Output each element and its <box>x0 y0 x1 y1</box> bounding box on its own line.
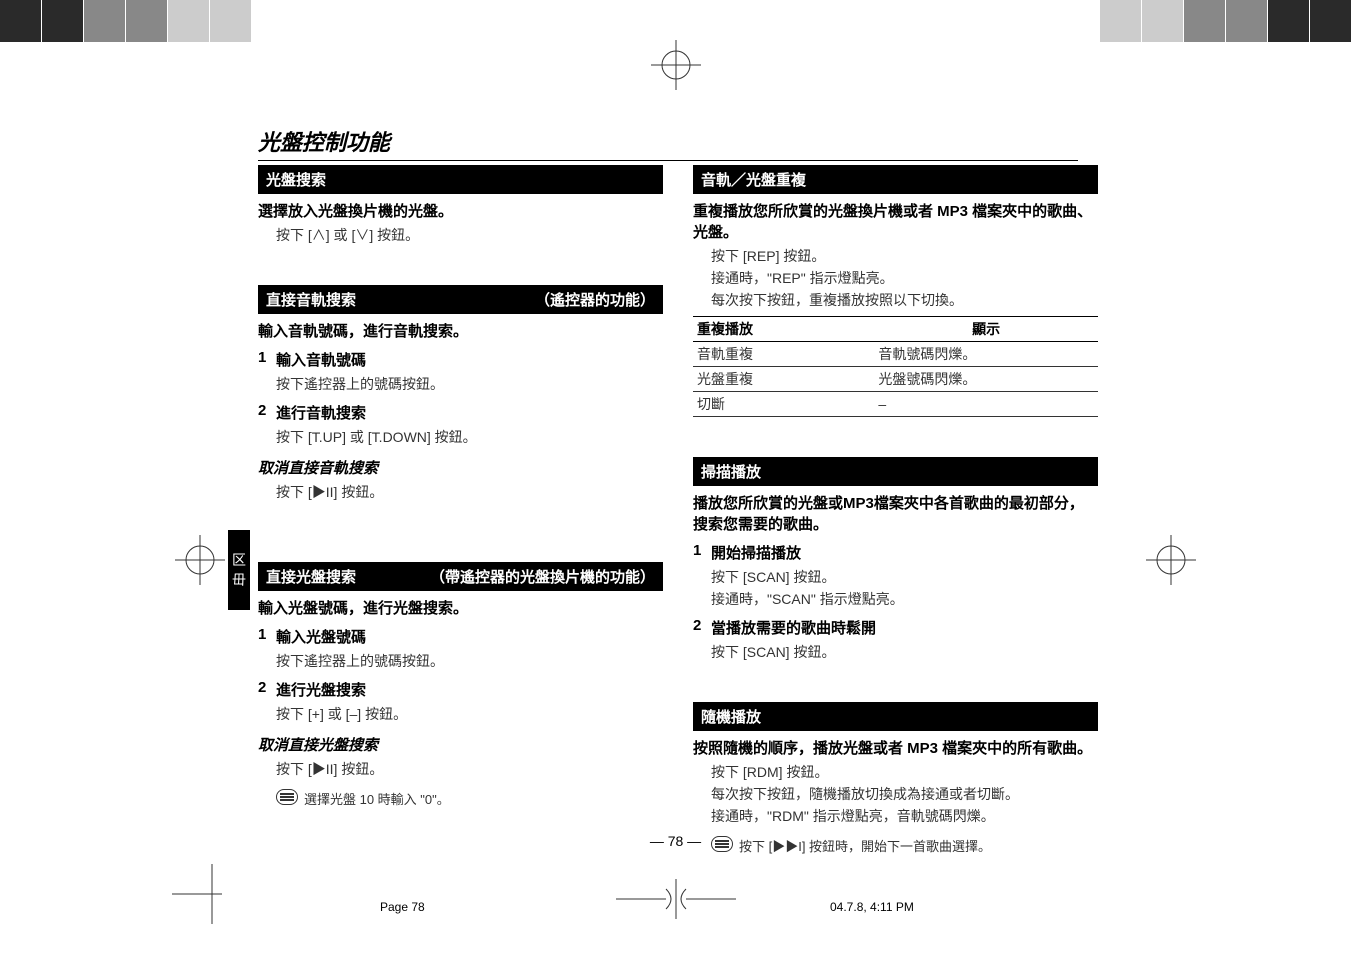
spine-mark <box>616 879 736 919</box>
section-header-label: 直接音軌搜索 <box>266 289 356 310</box>
step-title: 進行音軌搜索 <box>276 402 366 423</box>
side-tab-char1: 区 <box>232 550 246 570</box>
table-row: 音軌重複 音軌號碼閃爍。 <box>693 342 1098 367</box>
footer-timestamp: 04.7.8, 4:11 PM <box>830 900 914 914</box>
step-body: 按下遙控器上的號碼按鈕。 <box>276 651 663 671</box>
table-header: 顯示 <box>798 317 1098 342</box>
table-cell: 音軌號碼閃爍。 <box>798 342 1098 367</box>
step-title: 開始掃描播放 <box>711 542 801 563</box>
section-header-right: （帶遙控器的光盤換片機的功能） <box>430 566 655 587</box>
step-number: 2 <box>693 617 711 638</box>
repeat-table: 重複播放 顯示 音軌重複 音軌號碼閃爍。 光盤重複 光盤號碼閃爍。 切斷 – <box>693 316 1098 417</box>
step-title: 輸入光盤號碼 <box>276 626 366 647</box>
step-title: 當播放需要的歌曲時鬆開 <box>711 617 876 638</box>
left-column: 光盤搜索 選擇放入光盤換片機的光盤。 按下 [∧] 或 [∨] 按鈕。 直接音軌… <box>258 165 663 855</box>
instruction-body: 接通時，"RDM" 指示燈點亮，音軌號碼閃爍。 <box>711 806 1098 826</box>
instruction-body: 接通時，"REP" 指示燈點亮。 <box>711 268 1098 288</box>
section-direct-track: 直接音軌搜索 （遙控器的功能） <box>258 285 663 314</box>
side-tab: 区 毌 <box>228 530 250 610</box>
cancel-body: 按下 [▶II] 按鈕。 <box>276 482 663 502</box>
section-header-right: （遙控器的功能） <box>535 289 655 310</box>
cancel-body: 按下 [▶II] 按鈕。 <box>276 759 663 779</box>
step-number: 2 <box>258 679 276 700</box>
instruction-bold: 選擇放入光盤換片機的光盤。 <box>258 200 663 221</box>
instruction-bold: 按照隨機的順序，播放光盤或者 MP3 檔案夾中的所有歌曲。 <box>693 737 1098 758</box>
section-scan: 掃描播放 <box>693 457 1098 486</box>
instruction-body: 按下 [RDM] 按鈕。 <box>711 762 1098 782</box>
crop-mark <box>172 864 252 924</box>
section-header-label: 光盤搜索 <box>266 169 326 190</box>
note-text: 選擇光盤 10 時輸入 "0"。 <box>304 789 450 808</box>
instruction-bold: 播放您所欣賞的光盤或MP3檔案夾中各首歌曲的最初部分，搜索您需要的歌曲。 <box>693 492 1098 534</box>
step-body: 按下 [SCAN] 按鈕。 <box>711 567 1098 587</box>
table-row: 光盤重複 光盤號碼閃爍。 <box>693 367 1098 392</box>
note-text: 按下 [▶▶I] 按鈕時，開始下一首歌曲選擇。 <box>739 836 991 855</box>
footer-page: Page 78 <box>380 900 425 914</box>
cancel-title: 取消直接光盤搜索 <box>258 734 663 755</box>
side-tab-char2: 毌 <box>232 570 246 590</box>
section-header-label: 直接光盤搜索 <box>266 566 356 587</box>
step-number: 1 <box>258 349 276 370</box>
table-cell: 音軌重複 <box>693 342 798 367</box>
step-number: 1 <box>693 542 711 563</box>
right-registration-mark <box>1141 530 1201 595</box>
table-cell: 光盤重複 <box>693 367 798 392</box>
top-registration-mark <box>646 35 706 95</box>
note-icon <box>276 789 298 805</box>
step-title: 輸入音軌號碼 <box>276 349 366 370</box>
table-row: 切斷 – <box>693 392 1098 417</box>
step-title: 進行光盤搜索 <box>276 679 366 700</box>
instruction-body: 按下 [REP] 按鈕。 <box>711 246 1098 266</box>
page-title: 光盤控制功能 <box>258 125 1078 161</box>
instruction-body: 按下 [∧] 或 [∨] 按鈕。 <box>276 225 663 245</box>
cancel-title: 取消直接音軌搜索 <box>258 457 663 478</box>
step-body: 按下 [T.UP] 或 [T.DOWN] 按鈕。 <box>276 427 663 447</box>
section-repeat: 音軌／光盤重複 <box>693 165 1098 194</box>
section-header-label: 隨機播放 <box>701 706 761 727</box>
instruction-body: 每次按下按鈕，隨機播放切換成為接通或者切斷。 <box>711 784 1098 804</box>
table-cell: 光盤號碼閃爍。 <box>798 367 1098 392</box>
step-body: 接通時，"SCAN" 指示燈點亮。 <box>711 589 1098 609</box>
section-header-label: 掃描播放 <box>701 461 761 482</box>
instruction-body: 每次按下按鈕，重複播放按照以下切換。 <box>711 290 1098 310</box>
table-cell: – <box>798 392 1098 417</box>
step-body: 按下遙控器上的號碼按鈕。 <box>276 374 663 394</box>
section-direct-disc: 直接光盤搜索 （帶遙控器的光盤換片機的功能） <box>258 562 663 591</box>
step-number: 1 <box>258 626 276 647</box>
step-number: 2 <box>258 402 276 423</box>
table-cell: 切斷 <box>693 392 798 417</box>
step-body: 按下 [SCAN] 按鈕。 <box>711 642 1098 662</box>
table-header: 重複播放 <box>693 317 798 342</box>
note-icon <box>711 836 733 852</box>
section-random: 隨機播放 <box>693 702 1098 731</box>
instruction-bold: 輸入音軌號碼，進行音軌搜索。 <box>258 320 663 341</box>
instruction-bold: 輸入光盤號碼，進行光盤搜索。 <box>258 597 663 618</box>
section-disc-search: 光盤搜索 <box>258 165 663 194</box>
right-column: 音軌／光盤重複 重複播放您所欣賞的光盤換片機或者 MP3 檔案夾中的歌曲、光盤。… <box>693 165 1098 855</box>
step-body: 按下 [+] 或 [–] 按鈕。 <box>276 704 663 724</box>
section-header-label: 音軌／光盤重複 <box>701 169 806 190</box>
instruction-bold: 重複播放您所欣賞的光盤換片機或者 MP3 檔案夾中的歌曲、光盤。 <box>693 200 1098 242</box>
left-registration-mark <box>170 530 230 595</box>
page-number: — 78 — <box>650 833 701 849</box>
